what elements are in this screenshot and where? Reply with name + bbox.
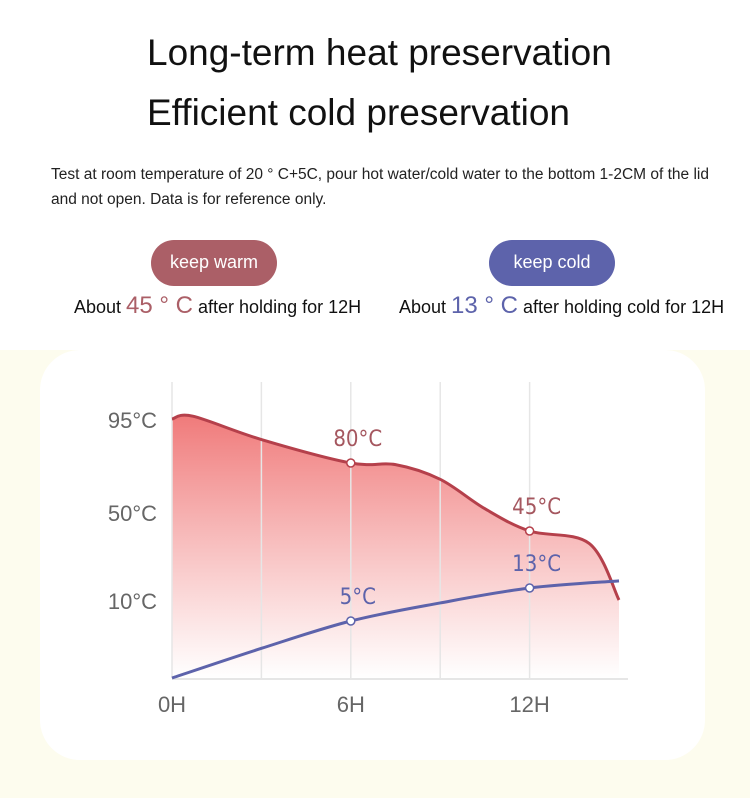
warm-summary: About 45 ° C after holding for 12H [74,292,362,319]
data-point [524,583,535,593]
keep-cold-badge: keep cold [489,240,615,286]
title-line-2: Efficient cold preservation [147,92,570,133]
data-label: 13°C [512,552,561,577]
cold-line [171,579,620,680]
y-tick-label: 10°C [108,589,157,614]
y-tick-label: 95°C [108,408,157,433]
hot-line [171,413,621,601]
warm-value: 45 ° C [126,292,194,319]
x-tick-label: 12H [509,692,549,717]
x-tick-label: 6H [337,692,365,717]
data-point [524,526,535,536]
hot-area [172,415,619,678]
cold-summary: About 13 ° C after holding cold for 12H [399,292,725,319]
data-label: 45°C [512,495,561,520]
data-point [346,616,356,626]
title-line-1: Long-term heat preservation [147,32,612,73]
test-description: Test at room temperature of 20 ° C+5C, p… [51,166,709,208]
data-label: 80°C [333,427,382,452]
y-tick-label: 50°C [108,501,157,526]
cold-value: 13 ° C [451,292,519,319]
keep-warm-badge: keep warm [151,240,277,286]
data-point [346,458,356,468]
x-tick-label: 0H [158,692,186,717]
data-label: 5°C [340,585,376,610]
